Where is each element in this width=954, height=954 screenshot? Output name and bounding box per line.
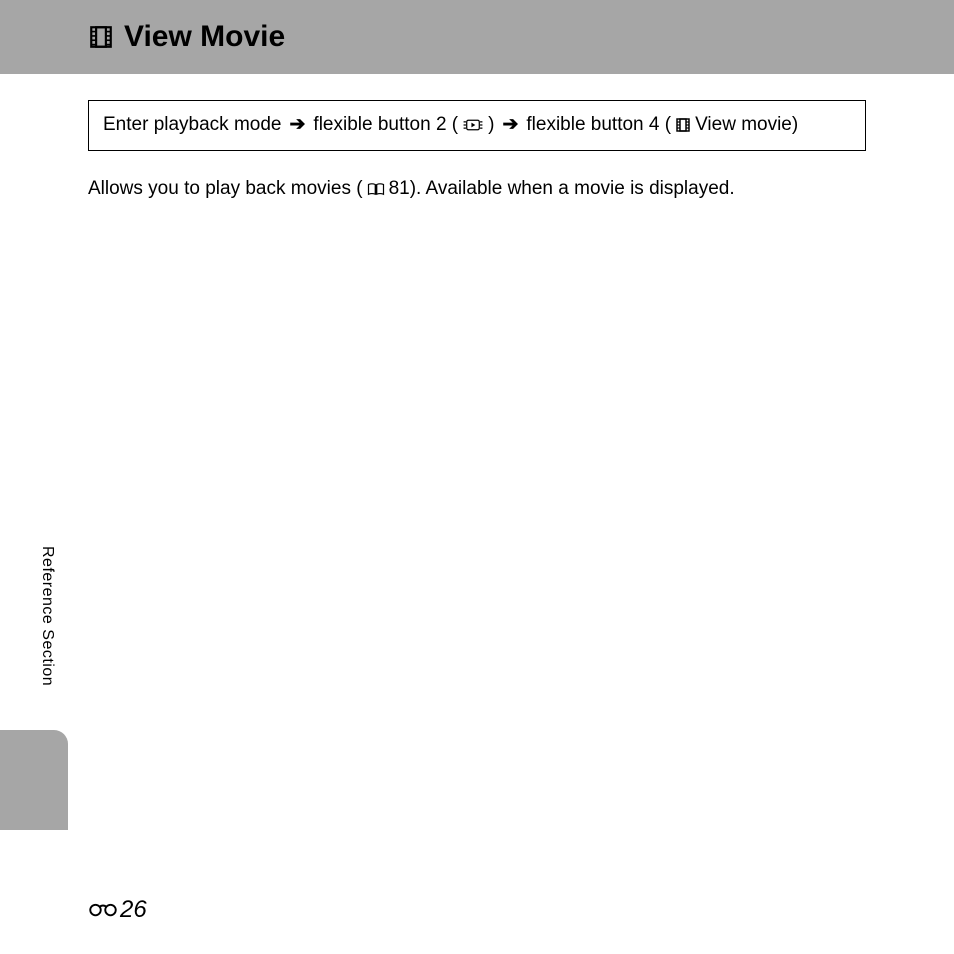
nav-step-2-prefix: flexible button 2 ( (313, 111, 458, 140)
nav-step-1: Enter playback mode (103, 111, 282, 140)
page-title-text: View Movie (124, 20, 285, 54)
body-text: Allows you to play back movies ( 81). Av… (88, 175, 866, 204)
header-band: View Movie (0, 0, 954, 74)
book-icon (367, 182, 385, 196)
arrow-icon: ➔ (502, 111, 518, 140)
page-number: 26 (88, 896, 147, 924)
film-icon (88, 24, 114, 50)
navigation-path-box: Enter playback mode ➔ flexible button 2 … (88, 100, 866, 151)
section-tab (0, 730, 68, 830)
nav-step-3-prefix: flexible button 4 ( (526, 111, 671, 140)
film-icon (675, 117, 691, 133)
body-text-part1: Allows you to play back movies ( (88, 175, 363, 204)
nav-step-3-label: View movie) (695, 111, 798, 140)
page-number-text: 26 (120, 896, 147, 924)
nav-step-2-suffix: ) (488, 111, 494, 140)
arrow-icon: ➔ (290, 111, 306, 140)
reference-section-icon (88, 901, 118, 919)
section-label: Reference Section (38, 546, 56, 686)
body-text-pageref: 81). Available when a movie is displayed… (389, 175, 735, 204)
content-area: Enter playback mode ➔ flexible button 2 … (0, 74, 954, 203)
page-title: View Movie (88, 20, 285, 54)
playback-icon (462, 118, 484, 132)
